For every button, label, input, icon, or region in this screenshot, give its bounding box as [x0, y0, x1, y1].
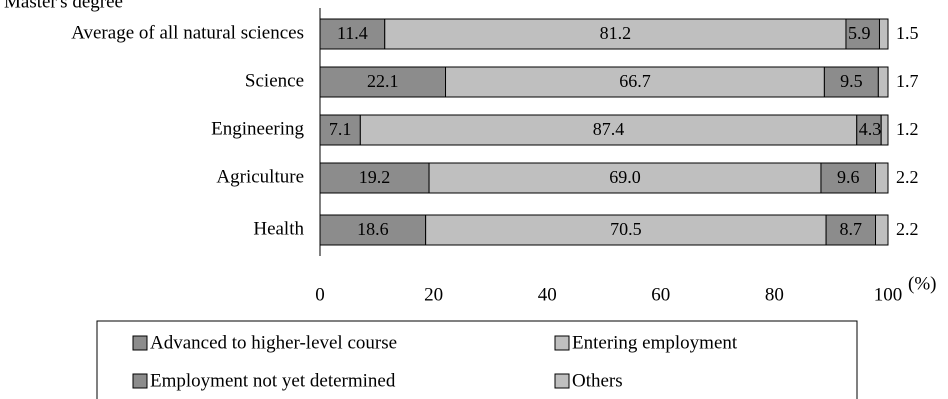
- value-label-advanced-to-higher-level-course-engineering: 7.1: [329, 119, 352, 139]
- bar-segment-advanced-to-higher-level-course-agriculture: [319, 162, 430, 194]
- category-label-agriculture: Agriculture: [216, 166, 304, 187]
- x-tick-label-20: 20: [424, 284, 443, 305]
- bar-segment-employment-not-yet-determined-average-of-all-natural-sciences: [845, 18, 880, 50]
- x-tick-label-0: 0: [315, 284, 325, 305]
- x-tick-label-80: 80: [765, 284, 784, 305]
- bar-segment-others-health: [875, 214, 889, 246]
- unit-label: (%): [908, 273, 936, 294]
- value-label-advanced-to-higher-level-course-science: 22.1: [367, 71, 399, 91]
- category-label-health: Health: [253, 218, 304, 239]
- legend-label-entering-employment: Entering employment: [572, 332, 738, 353]
- value-label-entering-employment-engineering: 87.4: [593, 119, 625, 139]
- bar-segment-entering-employment-average-of-all-natural-sciences: [384, 18, 847, 50]
- value-label-advanced-to-higher-level-course-average-of-all-natural-sciences: 11.4: [337, 23, 368, 43]
- bar-segment-others-engineering: [880, 114, 889, 146]
- value-label-employment-not-yet-determined-average-of-all-natural-sciences: 5.9: [848, 23, 871, 43]
- legend-swatch-employment-not-yet-determined: [132, 373, 148, 389]
- legend-label-advanced-to-higher-level-course: Advanced to higher-level course: [150, 332, 397, 353]
- x-tick-label-100: 100: [874, 284, 903, 305]
- value-label-entering-employment-agriculture: 69.0: [609, 167, 641, 187]
- legend-label-others: Others: [572, 370, 623, 391]
- bar-segment-entering-employment-science: [445, 66, 825, 98]
- category-label-engineering: Engineering: [211, 118, 304, 139]
- value-label-entering-employment-average-of-all-natural-sciences: 81.2: [600, 23, 632, 43]
- value-label-entering-employment-health: 70.5: [610, 219, 642, 239]
- x-tick-label-40: 40: [538, 284, 557, 305]
- x-axis: 0 20 40 60 80 100(%): [315, 8, 936, 305]
- bar-segment-others-science: [877, 66, 889, 98]
- value-label-employment-not-yet-determined-health: 8.7: [840, 219, 863, 239]
- bar-segment-advanced-to-higher-level-course-health: [319, 214, 427, 246]
- bar-segment-entering-employment-engineering: [359, 114, 858, 146]
- bars-layer: Average of all natural sciences 11.4 81.2 5…: [71, 18, 919, 246]
- legend-label-employment-not-yet-determined: Employment not yet determined: [150, 370, 396, 391]
- bar-segment-entering-employment-health: [425, 214, 827, 246]
- bar-segment-others-average-of-all-natural-sciences: [878, 18, 889, 50]
- category-label-average-of-all-natural-sciences: Average of all natural sciences: [71, 22, 304, 43]
- value-label-others-agriculture: 2.2: [896, 167, 919, 187]
- value-label-advanced-to-higher-level-course-health: 18.6: [357, 219, 389, 239]
- value-label-employment-not-yet-determined-agriculture: 9.6: [837, 167, 860, 187]
- title-layer: Master's degree: [4, 0, 123, 12]
- bar-segment-employment-not-yet-determined-science: [823, 66, 879, 98]
- bar-segment-employment-not-yet-determined-engineering: [856, 114, 882, 146]
- legend-box: [96, 320, 858, 399]
- bar-segment-others-agriculture: [875, 162, 889, 194]
- bar-segment-employment-not-yet-determined-agriculture: [820, 162, 877, 194]
- value-label-advanced-to-higher-level-course-agriculture: 19.2: [359, 167, 391, 187]
- value-label-others-average-of-all-natural-sciences: 1.5: [896, 23, 919, 43]
- x-tick-label-60: 60: [651, 284, 670, 305]
- chart-title: Master's degree: [4, 0, 123, 12]
- bar-segment-advanced-to-higher-level-course-engineering: [319, 114, 361, 146]
- value-label-others-health: 2.2: [896, 219, 919, 239]
- value-label-others-science: 1.7: [896, 71, 919, 91]
- legend-swatch-advanced-to-higher-level-course: [132, 335, 148, 351]
- legend-swatch-entering-employment: [554, 335, 570, 351]
- value-label-entering-employment-science: 66.7: [619, 71, 651, 91]
- value-label-others-engineering: 1.2: [896, 119, 919, 139]
- category-label-science: Science: [245, 70, 304, 91]
- legend: Advanced to higher-level course Entering …: [96, 320, 858, 399]
- value-label-employment-not-yet-determined-science: 9.5: [840, 71, 863, 91]
- value-label-employment-not-yet-determined-engineering: 4.3: [859, 119, 882, 139]
- legend-swatch-others: [554, 373, 570, 389]
